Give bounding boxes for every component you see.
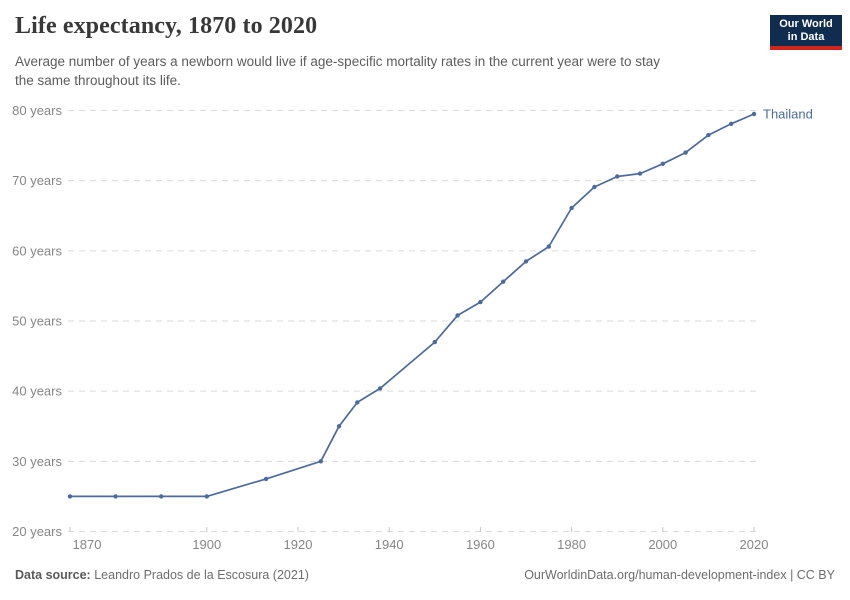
x-axis-label: 1920 [284, 537, 313, 552]
data-point [729, 121, 734, 126]
data-point [377, 386, 383, 391]
x-axis-label: 1900 [192, 537, 221, 552]
data-point [318, 459, 323, 464]
chart-subtitle-line2: the same throughout its life. [15, 73, 181, 88]
y-axis-label: 70 years [12, 173, 62, 188]
y-axis-label: 20 years [12, 524, 62, 539]
x-axis-label: 1940 [375, 537, 404, 552]
data-point [67, 494, 73, 499]
data-point [355, 400, 360, 405]
data-point [660, 161, 665, 166]
data-point [751, 111, 757, 117]
data-point [592, 184, 597, 190]
data-point [501, 279, 506, 284]
data-point [336, 424, 342, 429]
x-axis-label: 2020 [740, 537, 769, 552]
data-source-label: Data source: [15, 568, 91, 582]
x-axis-label: 2000 [648, 537, 677, 552]
data-point [204, 494, 209, 499]
data-point [637, 171, 643, 176]
x-axis-label: 1960 [466, 537, 495, 552]
data-line [69, 113, 755, 498]
data-point [113, 494, 118, 499]
data-point [263, 476, 269, 482]
y-axis-label: 80 years [12, 103, 62, 118]
y-axis-label: 30 years [12, 454, 62, 469]
chart-subtitle: Average number of years a newborn would … [15, 52, 775, 90]
series-end-label: Thailand [763, 107, 813, 122]
x-axis-label: 1980 [557, 537, 586, 552]
owid-logo-line2: in Data [787, 30, 825, 43]
chart-subtitle-line1: Average number of years a newborn would … [15, 54, 661, 69]
chart-footer: Data source: Leandro Prados de la Escosu… [15, 568, 835, 582]
owid-logo[interactable]: Our World in Data [770, 15, 842, 50]
owid-logo-line1: Our World [779, 17, 833, 30]
data-point [569, 205, 574, 211]
data-point [159, 494, 164, 499]
data-point [432, 339, 437, 345]
data-point [683, 150, 688, 155]
footer-link[interactable]: OurWorldinData.org/human-development-ind… [524, 568, 835, 582]
x-axis-label: 1870 [73, 537, 102, 552]
data-point [706, 132, 711, 138]
line-chart[interactable]: 20 years 30 years 40 years 50 years 60 years… [0, 95, 850, 560]
data-source: Data source: Leandro Prados de la Escosu… [15, 568, 309, 582]
data-source-text: Leandro Prados de la Escosura (2021) [94, 568, 309, 582]
y-axis-label: 40 years [12, 384, 62, 399]
data-point [546, 244, 551, 249]
y-axis-label: 50 years [12, 314, 62, 329]
data-point [615, 174, 620, 179]
y-axis-label: 60 years [12, 243, 62, 258]
page-title: Life expectancy, 1870 to 2020 [15, 13, 318, 39]
data-point [455, 313, 460, 318]
data-point [478, 299, 483, 305]
data-point [523, 259, 529, 264]
